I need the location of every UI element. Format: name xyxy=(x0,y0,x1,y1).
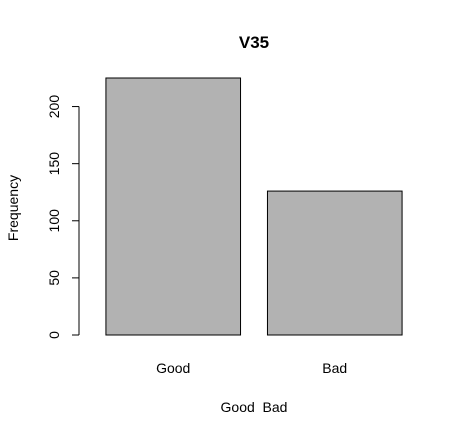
y-tick-label: 150 xyxy=(46,152,62,176)
y-tick-label: 200 xyxy=(46,95,62,119)
bar-good xyxy=(105,77,242,336)
y-tick-label: 0 xyxy=(46,331,62,339)
x-tick-label-bad: Bad xyxy=(322,360,347,376)
y-tick-label: 100 xyxy=(46,209,62,233)
y-tick-label: 50 xyxy=(46,270,62,286)
bars xyxy=(105,77,403,336)
x-tick-labels: Good Bad xyxy=(156,360,347,376)
x-tick-label-good: Good xyxy=(156,360,190,376)
chart-title: V35 xyxy=(239,33,269,52)
y-axis: 0 50 100 150 200 xyxy=(46,95,80,339)
bar-bad xyxy=(266,190,403,336)
x-axis-label: Good Bad xyxy=(221,399,288,415)
y-axis-label: Frequency xyxy=(5,175,21,241)
